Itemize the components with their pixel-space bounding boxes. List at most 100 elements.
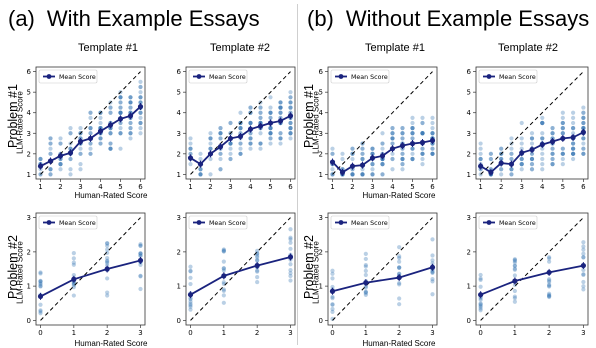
rating-point bbox=[288, 95, 293, 100]
mean-score-marker bbox=[87, 135, 94, 142]
rating-point bbox=[430, 151, 435, 156]
mean-score-marker bbox=[47, 158, 54, 164]
rating-point bbox=[228, 156, 233, 162]
rating-point bbox=[221, 259, 226, 264]
rating-point bbox=[218, 151, 223, 156]
rating-point bbox=[581, 126, 586, 131]
legend-marker bbox=[196, 74, 202, 79]
rating-point bbox=[400, 162, 405, 167]
x-tick-label: 3 bbox=[370, 183, 374, 191]
rating-point bbox=[547, 291, 552, 296]
identity-line bbox=[480, 71, 584, 175]
rating-point bbox=[288, 126, 293, 131]
rating-point bbox=[540, 167, 545, 172]
group-letter: (a) bbox=[8, 6, 35, 31]
rating-point bbox=[288, 120, 293, 126]
rating-point bbox=[138, 120, 143, 126]
rating-point bbox=[430, 126, 435, 131]
rating-point bbox=[278, 110, 283, 115]
y-tick-label: 3 bbox=[467, 214, 471, 222]
rating-point bbox=[248, 146, 253, 151]
rating-point bbox=[58, 141, 63, 146]
rating-point bbox=[350, 146, 355, 151]
y-tick-label: 3 bbox=[319, 214, 323, 222]
rating-point bbox=[547, 294, 552, 299]
rating-point bbox=[430, 151, 435, 156]
x-tick-label: 2 bbox=[255, 329, 259, 337]
rating-point bbox=[410, 151, 415, 156]
rating-point bbox=[499, 172, 504, 177]
rating-point bbox=[258, 115, 263, 120]
rating-point bbox=[400, 131, 405, 136]
rating-point bbox=[370, 151, 375, 156]
rating-point bbox=[68, 146, 73, 151]
rating-point bbox=[571, 151, 576, 156]
legend-box bbox=[38, 215, 98, 230]
rating-point bbox=[581, 126, 586, 131]
rating-point bbox=[390, 136, 395, 141]
legend-box bbox=[188, 69, 248, 84]
column-title: Template #2 bbox=[498, 42, 558, 54]
rating-point bbox=[105, 256, 110, 261]
rating-point bbox=[550, 131, 555, 136]
rating-point bbox=[108, 105, 113, 110]
rating-point bbox=[550, 131, 555, 136]
rating-point bbox=[255, 248, 260, 253]
rating-point bbox=[547, 292, 552, 298]
rating-point bbox=[571, 115, 576, 120]
rating-point bbox=[550, 126, 555, 131]
rating-point bbox=[478, 151, 483, 156]
rating-point bbox=[420, 115, 425, 120]
group-title: Without Example Essays bbox=[345, 6, 590, 31]
rating-point bbox=[571, 146, 576, 151]
rating-point bbox=[488, 156, 493, 162]
rating-point bbox=[529, 162, 535, 167]
rating-point bbox=[248, 141, 253, 146]
rating-point bbox=[118, 110, 123, 115]
rating-point bbox=[420, 162, 425, 167]
rating-point bbox=[288, 131, 293, 136]
rating-point bbox=[268, 131, 273, 136]
rating-point bbox=[360, 156, 365, 162]
rating-point bbox=[581, 120, 586, 126]
rating-point bbox=[278, 136, 283, 141]
rating-point bbox=[420, 131, 425, 136]
rating-point bbox=[128, 136, 133, 141]
rating-point bbox=[38, 271, 43, 276]
rating-point bbox=[478, 302, 483, 307]
mean-score-marker bbox=[104, 266, 110, 272]
rating-point bbox=[288, 268, 293, 273]
x-tick-label: 1 bbox=[188, 183, 192, 191]
rating-point bbox=[258, 110, 263, 115]
rating-point bbox=[188, 141, 193, 146]
rating-point bbox=[581, 115, 586, 120]
rating-point bbox=[238, 151, 243, 156]
x-axis-label: Human-Rated Score bbox=[362, 339, 436, 348]
rating-point bbox=[118, 120, 123, 126]
y-tick-label: 5 bbox=[27, 89, 31, 97]
mean-score-marker bbox=[349, 163, 356, 169]
rating-point bbox=[550, 151, 555, 156]
rating-point bbox=[268, 126, 273, 131]
x-tick-label: 5 bbox=[118, 183, 122, 191]
rating-point bbox=[420, 120, 425, 126]
x-tick-label: 1 bbox=[513, 329, 517, 337]
legend-label: Mean Score bbox=[499, 220, 536, 227]
rating-point bbox=[581, 141, 586, 146]
x-tick-label: 2 bbox=[58, 183, 62, 191]
rating-point bbox=[397, 302, 402, 307]
group-heading-a: (a) With Example Essays bbox=[8, 6, 260, 32]
x-tick-label: 2 bbox=[397, 329, 401, 337]
mean-score-marker bbox=[107, 122, 114, 128]
rating-point bbox=[571, 126, 576, 131]
rating-point bbox=[363, 291, 368, 296]
x-tick-label: 4 bbox=[540, 183, 545, 191]
rating-point bbox=[400, 156, 405, 162]
rating-point bbox=[68, 156, 73, 162]
rating-point bbox=[430, 261, 435, 266]
rating-point bbox=[288, 271, 293, 276]
rating-point bbox=[118, 95, 123, 100]
rating-point bbox=[118, 95, 123, 100]
rating-point bbox=[430, 131, 435, 136]
legend-label: Mean Score bbox=[499, 74, 536, 81]
